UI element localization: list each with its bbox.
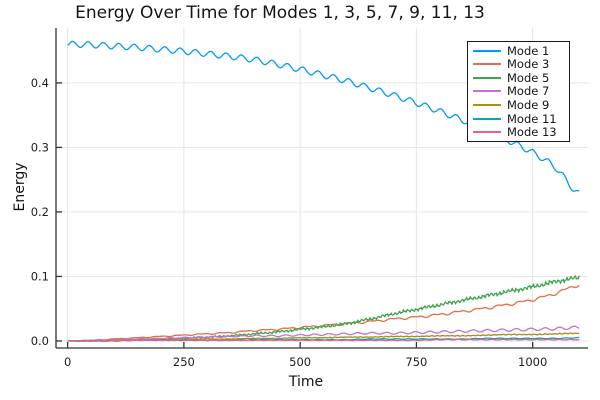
x-tick-label: 750 [405,355,427,369]
legend-entry-mode-1: Mode 1 [473,45,564,57]
legend-label: Mode 1 [507,43,550,58]
legend-line-sample [473,104,501,107]
y-tick-label: 0.4 [31,76,49,90]
legend-entry-mode-9: Mode 9 [473,99,564,111]
legend-line-sample [473,90,501,93]
y-tick-label: 0.3 [31,140,49,154]
legend-entry-mode-5: Mode 5 [473,72,564,84]
legend-entry-mode-13: Mode 13 [473,126,564,138]
legend-entry-mode-11: Mode 11 [473,113,564,125]
legend-line-sample [473,131,501,134]
series-line-mode-13 [67,338,580,342]
series-lines [67,40,580,343]
legend: Mode 1 Mode 3 Mode 5 Mode 7 Mode 9 Mode 11 Mod… [467,41,570,142]
chart-title: Energy Over Time for Modes 1, 3, 5, 7, 9… [75,3,485,23]
legend-label: Mode 11 [507,111,557,126]
legend-line-sample [473,63,501,66]
legend-entry-mode-7: Mode 7 [473,85,564,97]
legend-label: Mode 5 [507,70,550,85]
legend-label: Mode 7 [507,84,550,99]
y-tick-label: 0.1 [31,269,49,283]
legend-line-sample [473,76,501,79]
legend-line-sample [473,117,501,120]
x-tick-label: 1000 [518,355,547,369]
legend-label: Mode 13 [507,125,557,140]
series-line-mode-7 [67,325,580,342]
x-tick-label: 500 [289,355,311,369]
y-tick-label: 0.0 [31,334,49,348]
grid-lines [56,28,588,348]
axes: 0 250 500 750 1000 0.0 0.1 0.2 0.3 0.4 [31,28,588,369]
series-line-mode-5 [67,275,580,343]
legend-entry-mode-3: Mode 3 [473,58,564,70]
y-axis-label: Energy [12,162,28,212]
y-tick-label: 0.2 [31,205,49,219]
x-axis-label: Time [288,374,324,390]
x-tick-label: 250 [173,355,195,369]
legend-line-sample [473,49,501,52]
legend-label: Mode 3 [507,57,550,72]
x-tick-label: 0 [64,355,71,369]
legend-label: Mode 9 [507,98,550,113]
